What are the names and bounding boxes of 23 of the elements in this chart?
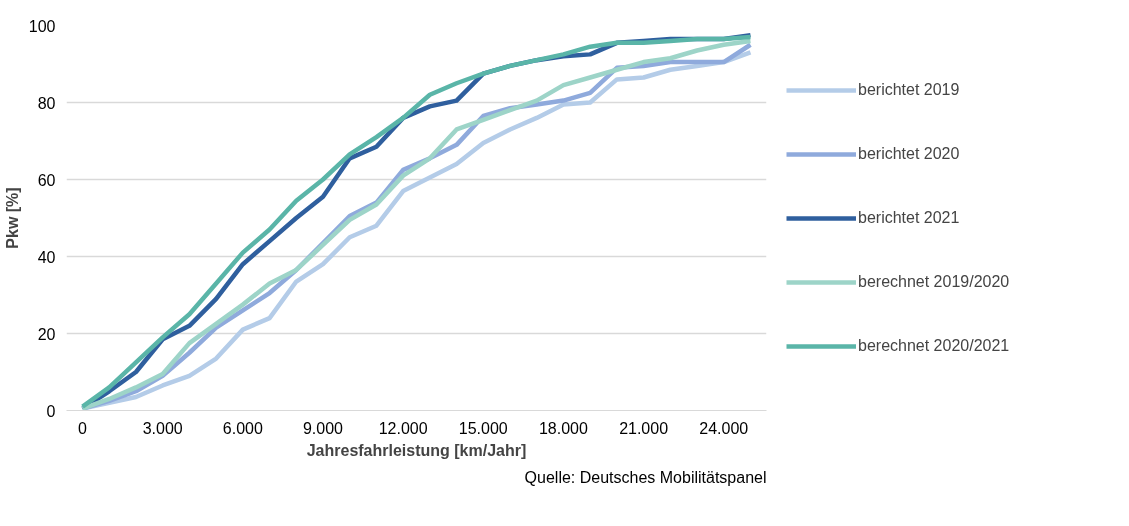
- x-tick-label: 18.000: [538, 419, 589, 437]
- legend-label: berichtet 2019: [858, 80, 960, 99]
- x-tick-label: 15.000: [458, 419, 508, 437]
- x-tick-label: 0: [78, 419, 88, 437]
- source-note: Quelle: Deutsches Mobilitätspanel: [524, 468, 767, 486]
- y-tick-label: 20: [37, 325, 56, 343]
- x-tick-label: 9.000: [302, 419, 344, 437]
- y-tick-label: 40: [37, 248, 56, 266]
- y-tick-label: 100: [28, 17, 56, 35]
- legend-label: berichtet 2020: [858, 144, 960, 163]
- x-tick-label: 3.000: [142, 419, 183, 437]
- x-tick-label: 21.000: [619, 419, 669, 437]
- legend-label: berichtet 2021: [858, 208, 960, 227]
- x-tick-label: 24.000: [699, 419, 749, 437]
- y-tick-label: 0: [46, 402, 56, 420]
- x-tick-label: 6.000: [222, 419, 263, 437]
- y-tick-label: 80: [37, 94, 56, 112]
- legend-label: berechnet 2019/2020: [858, 272, 1010, 291]
- legend-label: berechnet 2020/2021: [858, 336, 1010, 355]
- y-tick-label: 60: [37, 171, 56, 189]
- x-axis-title: Jahresfahrleistung [km/Jahr]: [306, 441, 527, 459]
- y-axis-title: Pkw [%]: [3, 187, 21, 249]
- x-tick-label: 12.000: [378, 419, 428, 437]
